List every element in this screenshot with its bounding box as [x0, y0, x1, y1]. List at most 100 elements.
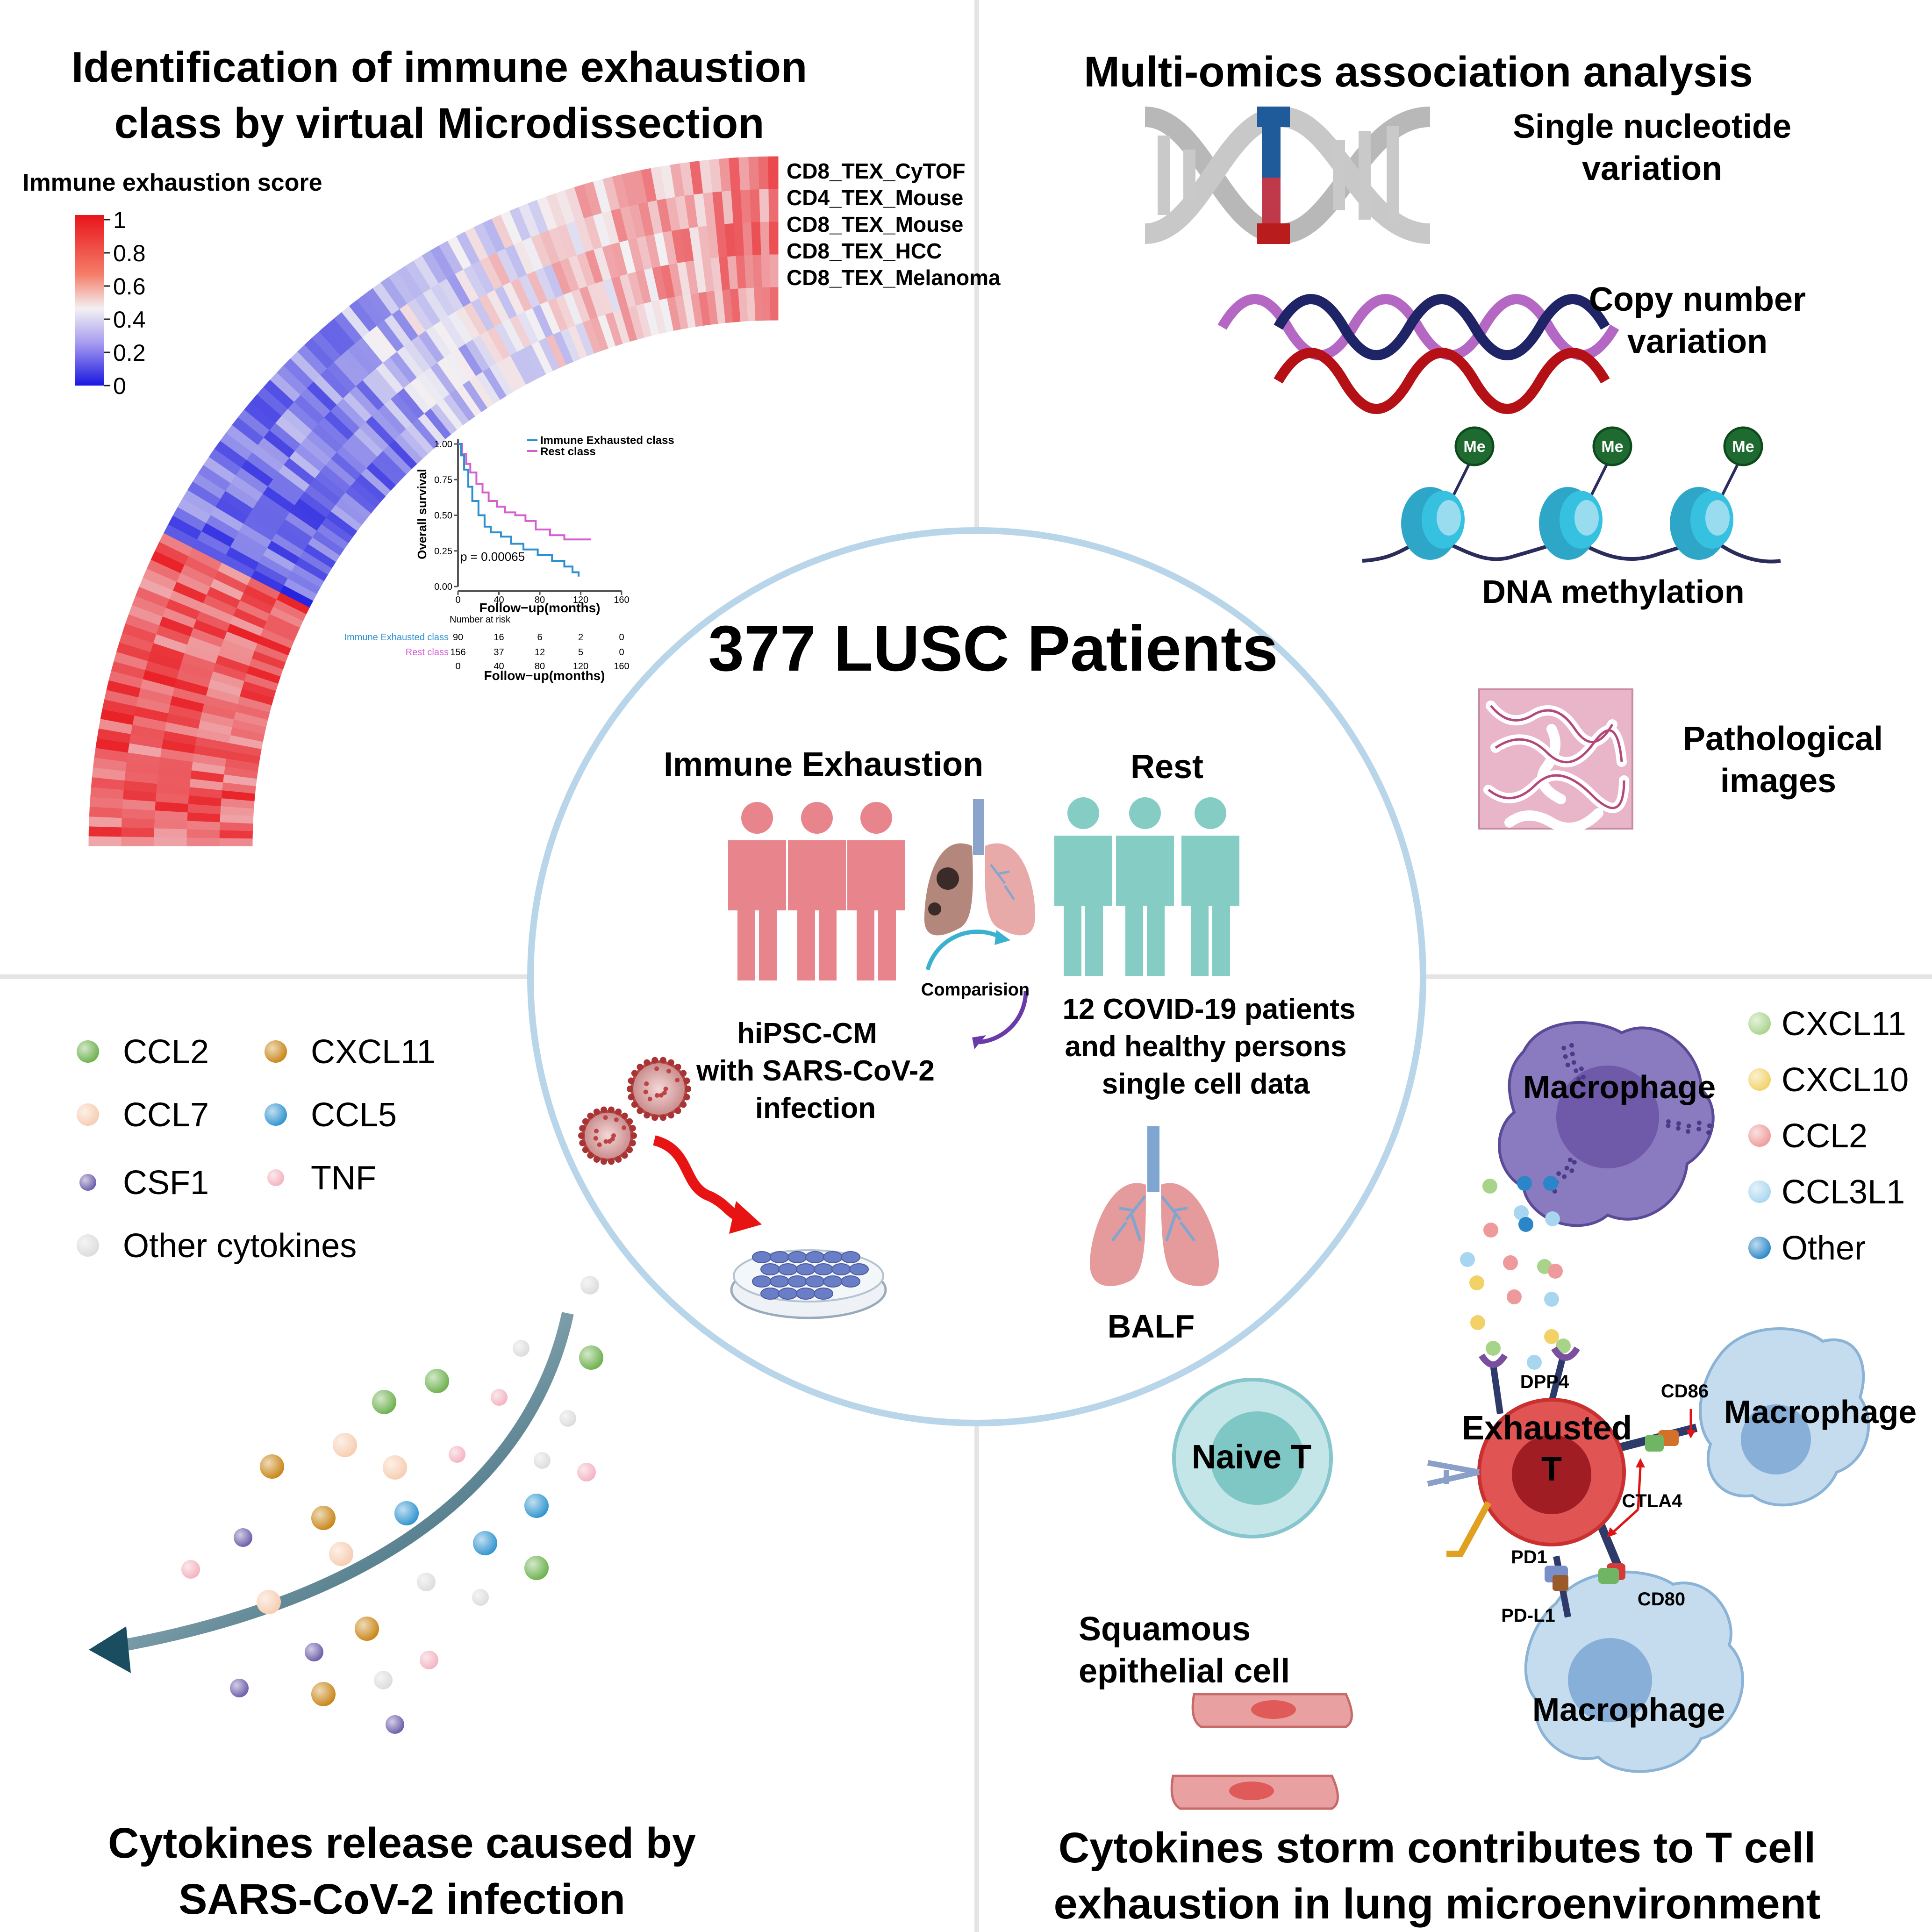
km-risk-xtick: 40 — [494, 661, 504, 672]
squamous-label-line2: epithelial cell — [1079, 1653, 1290, 1690]
cytokine-legend-label: TNF — [311, 1159, 376, 1197]
storm-particle — [1517, 1176, 1532, 1191]
km-risk-xtick: 80 — [535, 661, 545, 672]
km-ytick: 0.50 — [434, 511, 452, 521]
balf-label: BALF — [1108, 1308, 1195, 1345]
heatmap-arc — [88, 156, 779, 846]
receptor-ctla4: CTLA4 — [1622, 1491, 1683, 1511]
storm-particle — [1460, 1252, 1475, 1267]
storm-particle — [1469, 1275, 1484, 1290]
km-pvalue: p = 0.00065 — [460, 550, 525, 564]
km-risk-xlabel: Follow−up(months) — [484, 668, 605, 683]
km-risk-value: 16 — [494, 632, 504, 643]
cnv-label-line2: variation — [1627, 323, 1767, 360]
storm-particle — [1507, 1289, 1522, 1304]
km-ytick: 0.75 — [434, 475, 452, 485]
km-xtick: 120 — [573, 595, 588, 605]
km-xlabel: Follow−up(months) — [479, 601, 601, 615]
scale-tick-label: 0.8 — [113, 240, 146, 266]
km-risk-title: Number at risk — [450, 615, 511, 625]
km-risk-xtick: 120 — [573, 661, 588, 672]
cytokine-release-arrow — [97, 1312, 574, 1656]
squamous-epithelial-cell-icon — [1170, 1693, 1353, 1810]
methyl-tag: Me — [1732, 438, 1754, 456]
km-ticks: 1.00 0.75 0.50 0.25 0.000 40 80 120 160 — [434, 439, 630, 605]
title-bottom-right-line2: exhaustion in lung microenvironment — [1054, 1880, 1821, 1928]
cytokine-legend-label: Other cytokines — [123, 1227, 357, 1265]
km-risk-xtick: 0 — [455, 661, 460, 672]
pathology-label-line1: Pathological — [1683, 720, 1883, 758]
storm-legend-label: CCL3L1 — [1782, 1174, 1905, 1211]
center-circle — [527, 527, 1426, 1426]
title-top-left-line2: class by virtual Microdissection — [114, 100, 765, 147]
cytokine-release-arrowhead — [89, 1626, 131, 1673]
km-ytick: 0.00 — [434, 582, 452, 592]
dna-methylation-icon: Me Me Me — [1362, 426, 1781, 564]
lung-icon — [1089, 1126, 1219, 1286]
exhausted-t-cell-icon — [1427, 1346, 1698, 1618]
km-risk-value: 0 — [619, 632, 624, 643]
storm-particle — [1483, 1223, 1498, 1238]
exhausted-t-label-line1: Exhausted — [1462, 1410, 1632, 1447]
covid-label-line3: single cell data — [1102, 1068, 1310, 1100]
covid-label-line2: and healthy persons — [1065, 1030, 1347, 1063]
squamous-label-line1: Squamous — [1079, 1610, 1251, 1648]
km-risk-value: 90 — [453, 632, 463, 643]
heatmap-row-label: CD8_TEX_HCC — [787, 239, 942, 263]
comparison-label: Comparision — [921, 980, 1030, 1000]
storm-legend-label: CCL2 — [1782, 1117, 1868, 1155]
km-xtick: 0 — [455, 595, 460, 605]
storm-legend: CXCL11 CXCL10 CCL2 CCL3L1 Other — [1748, 1005, 1909, 1267]
cytokine-legend-label: CSF1 — [123, 1164, 209, 1202]
km-legend-rest: Rest class — [540, 445, 596, 458]
methyl-tag: Me — [1601, 438, 1623, 456]
cytokine-legend-label: CCL2 — [123, 1033, 209, 1071]
receptor-cd86: CD86 — [1661, 1381, 1709, 1402]
naive-t-label: Naive T — [1192, 1438, 1311, 1476]
methylation-label: DNA methylation — [1482, 573, 1744, 610]
macrophage-top-label: Macrophage — [1523, 1069, 1716, 1105]
receptor-pd1: PD1 — [1511, 1547, 1547, 1567]
receptor-cd80: CD80 — [1638, 1589, 1685, 1610]
hipsc-label-line1: hiPSC-CM — [737, 1017, 877, 1050]
cytokine-legend-label: CCL7 — [123, 1096, 209, 1134]
cytokine-legend: CCL2 CXCL11 CCL7 CCL5 CSF1 TNF Other cytokines — [77, 1033, 436, 1265]
km-legend-exhausted: Immune Exhausted class — [540, 434, 674, 447]
petri-dish-icon — [730, 1249, 887, 1319]
heatmap-row-label: CD8_TEX_Melanoma — [787, 265, 1001, 290]
km-risk-value: 2 — [578, 632, 583, 643]
km-risk-xtick: 160 — [614, 661, 629, 672]
scale-tick-label: 0.4 — [113, 307, 146, 333]
sars-cov-2-virus-icon — [578, 1057, 691, 1165]
km-ytick: 0.25 — [434, 546, 452, 557]
heatmap-row-label: CD8_TEX_CyTOF — [787, 159, 966, 183]
scale-tick-label: 0.2 — [113, 340, 146, 366]
heatmap-color-scale — [75, 215, 104, 386]
macrophage-top-icon — [1498, 1021, 1715, 1227]
storm-particle — [1503, 1255, 1518, 1270]
center-title: 377 LUSC Patients — [708, 613, 1278, 685]
macrophage-bottom-label: Macrophage — [1532, 1691, 1725, 1728]
pathology-image — [1478, 688, 1633, 833]
group-label-immune-exhaustion: Immune Exhaustion — [664, 746, 983, 783]
macrophage-right-icon — [1699, 1327, 1870, 1507]
receptor-pd-l1: PD-L1 — [1501, 1605, 1555, 1626]
receptor-dpp4: DPP4 — [1520, 1372, 1569, 1392]
cytokine-particles — [1460, 1176, 1571, 1370]
cytokine-scatter — [181, 1276, 603, 1734]
scale-tick-label: 0 — [113, 373, 126, 399]
storm-particle — [1556, 1338, 1571, 1353]
km-risk-row-label: Rest class — [406, 647, 449, 658]
storm-particle — [1545, 1211, 1560, 1226]
storm-legend-label: CXCL11 — [1782, 1005, 1906, 1043]
km-risk-value: 12 — [535, 647, 545, 658]
storm-particle — [1514, 1205, 1529, 1220]
heatmap-row-label: CD8_TEX_Mouse — [787, 212, 963, 236]
km-risk-value: 37 — [494, 647, 504, 658]
infection-arrowhead — [729, 1201, 762, 1234]
storm-particle — [1544, 1292, 1559, 1307]
km-xtick: 80 — [535, 595, 545, 605]
storm-legend-label: CXCL10 — [1782, 1061, 1909, 1099]
storm-legend-label: Other — [1782, 1230, 1866, 1267]
